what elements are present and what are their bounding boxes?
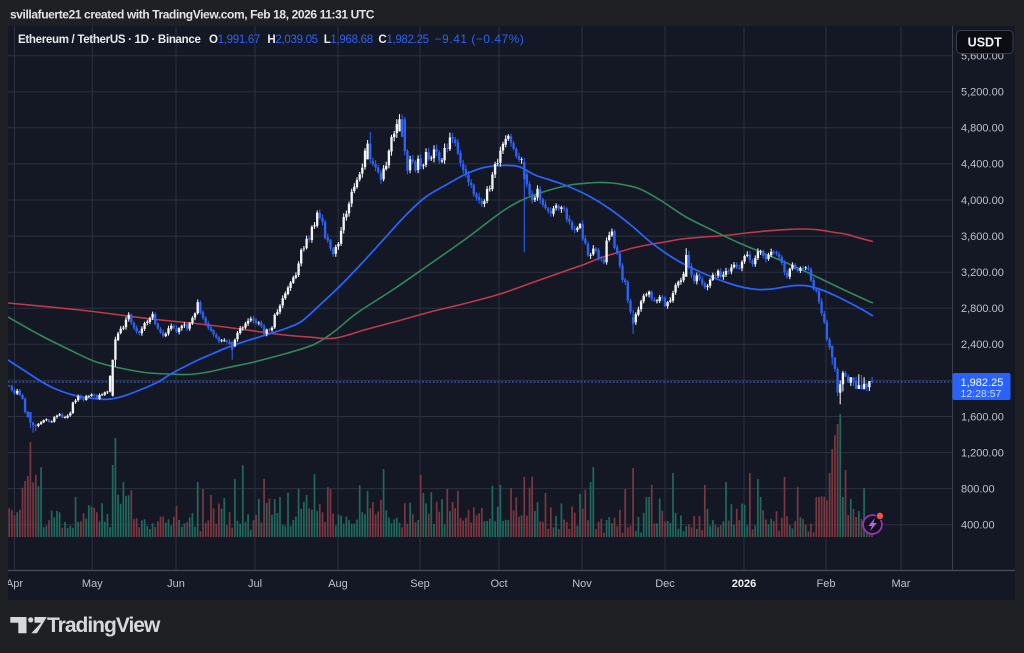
svg-text:−9.41 (−0.47%): −9.41 (−0.47%) [435, 32, 525, 46]
svg-text:Dec: Dec [655, 578, 675, 590]
svg-text:Oct: Oct [490, 578, 507, 590]
svg-text:TradingView: TradingView [47, 614, 161, 637]
svg-text:3,600.00: 3,600.00 [961, 231, 1004, 243]
svg-text:Feb: Feb [817, 578, 836, 590]
svg-text:May: May [82, 578, 103, 590]
svg-text:Apr: Apr [6, 578, 23, 590]
svg-text:Sep: Sep [410, 578, 430, 590]
svg-text:800.00: 800.00 [961, 483, 995, 495]
svg-text:1,200.00: 1,200.00 [961, 447, 1004, 459]
svg-text:Mar: Mar [892, 578, 911, 590]
svg-text:3,200.00: 3,200.00 [961, 267, 1004, 279]
svg-text:4,000.00: 4,000.00 [961, 195, 1004, 207]
svg-text:4,800.00: 4,800.00 [961, 123, 1004, 135]
svg-text:2,400.00: 2,400.00 [961, 339, 1004, 351]
svg-text:Jun: Jun [167, 578, 185, 590]
svg-text:H2,039.05: H2,039.05 [267, 34, 317, 46]
svg-text:USDT: USDT [968, 36, 1002, 50]
svg-text:Nov: Nov [572, 578, 592, 590]
svg-text:5,200.00: 5,200.00 [961, 87, 1004, 99]
svg-text:O1,991.67: O1,991.67 [209, 34, 260, 46]
svg-text:L1,968.68: L1,968.68 [324, 34, 373, 46]
svg-text:svillafuerte21 created with Tr: svillafuerte21 created with TradingView.… [10, 8, 375, 22]
svg-text:Jul: Jul [248, 578, 262, 590]
svg-text:C1,982.25: C1,982.25 [378, 34, 428, 46]
svg-text:400.00: 400.00 [961, 520, 995, 532]
svg-text:12:28:57: 12:28:57 [961, 388, 1002, 400]
svg-text:Ethereum / TetherUS · 1D · Bin: Ethereum / TetherUS · 1D · Binance [18, 34, 201, 46]
svg-text:1,600.00: 1,600.00 [961, 411, 1004, 423]
svg-text:Aug: Aug [328, 578, 348, 590]
svg-text:1,982.25: 1,982.25 [961, 377, 1004, 389]
svg-text:2026: 2026 [732, 578, 756, 590]
svg-text:2,800.00: 2,800.00 [961, 303, 1004, 315]
svg-text:4,400.00: 4,400.00 [961, 159, 1004, 171]
